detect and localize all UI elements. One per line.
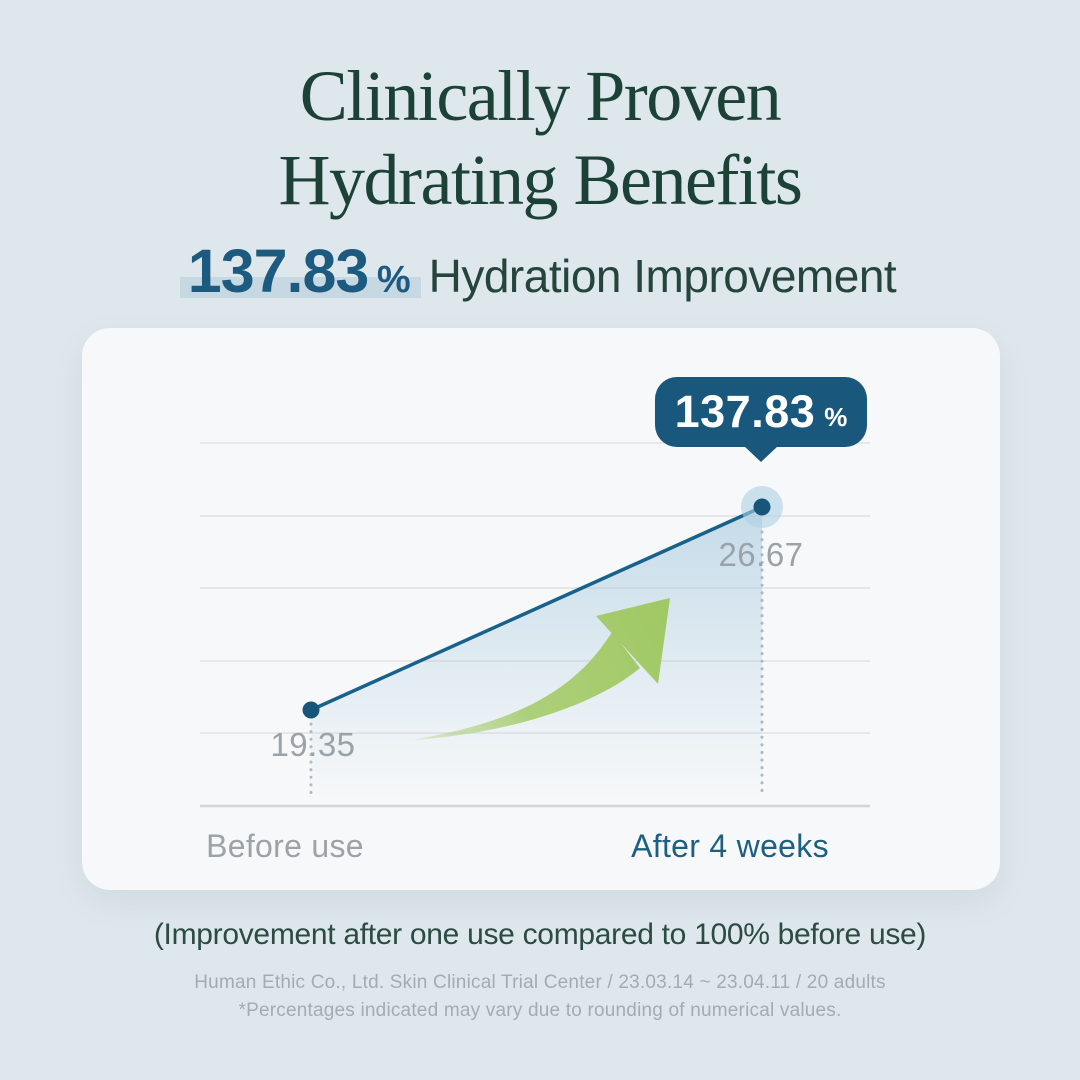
highlight-bar (179, 277, 421, 298)
title-line-1: Clinically Proven (299, 56, 782, 136)
improvement-percent-sign: % (376, 259, 411, 301)
hydration-line-chart (200, 442, 870, 808)
footnote-source: Human Ethic Co., Ltd. Skin Clinical Tria… (194, 972, 886, 993)
footnote-disclaimer: *Percentages indicated may vary due to r… (238, 1000, 842, 1021)
improvement-value: 137.83 (187, 237, 370, 305)
improvement-value-wrap: 137.83 % (179, 236, 421, 306)
area-fill (311, 507, 762, 798)
title-line-2: Hydrating Benefits (278, 140, 803, 220)
page-title: Clinically Proven Hydrating Benefits (0, 54, 1080, 222)
growth-arrow-icon (413, 598, 670, 740)
improvement-label: Hydration Improvement (428, 250, 897, 302)
trend-line (309, 505, 764, 712)
improvement-subtitle: 137.83 % Hydration Improvement (0, 236, 1080, 306)
callout-bubble: 137.83 % (655, 377, 867, 462)
data-point-before (302, 701, 320, 719)
data-point-after (753, 498, 771, 516)
callout-percent-sign: % (824, 401, 848, 432)
callout-bubble-tail (744, 446, 778, 462)
chart-card: 137.83 % 19.35 26.67 Before use After 4 … (82, 328, 1000, 890)
x-axis-label-after: After 4 weeks (631, 828, 829, 864)
point-label-after: 26.67 (718, 536, 804, 573)
callout-value: 137.83 (674, 386, 816, 437)
x-axis-label-before: Before use (206, 828, 364, 864)
chart-caption: (Improvement after one use compared to 1… (153, 918, 927, 951)
point-label-before: 19.35 (270, 726, 356, 763)
